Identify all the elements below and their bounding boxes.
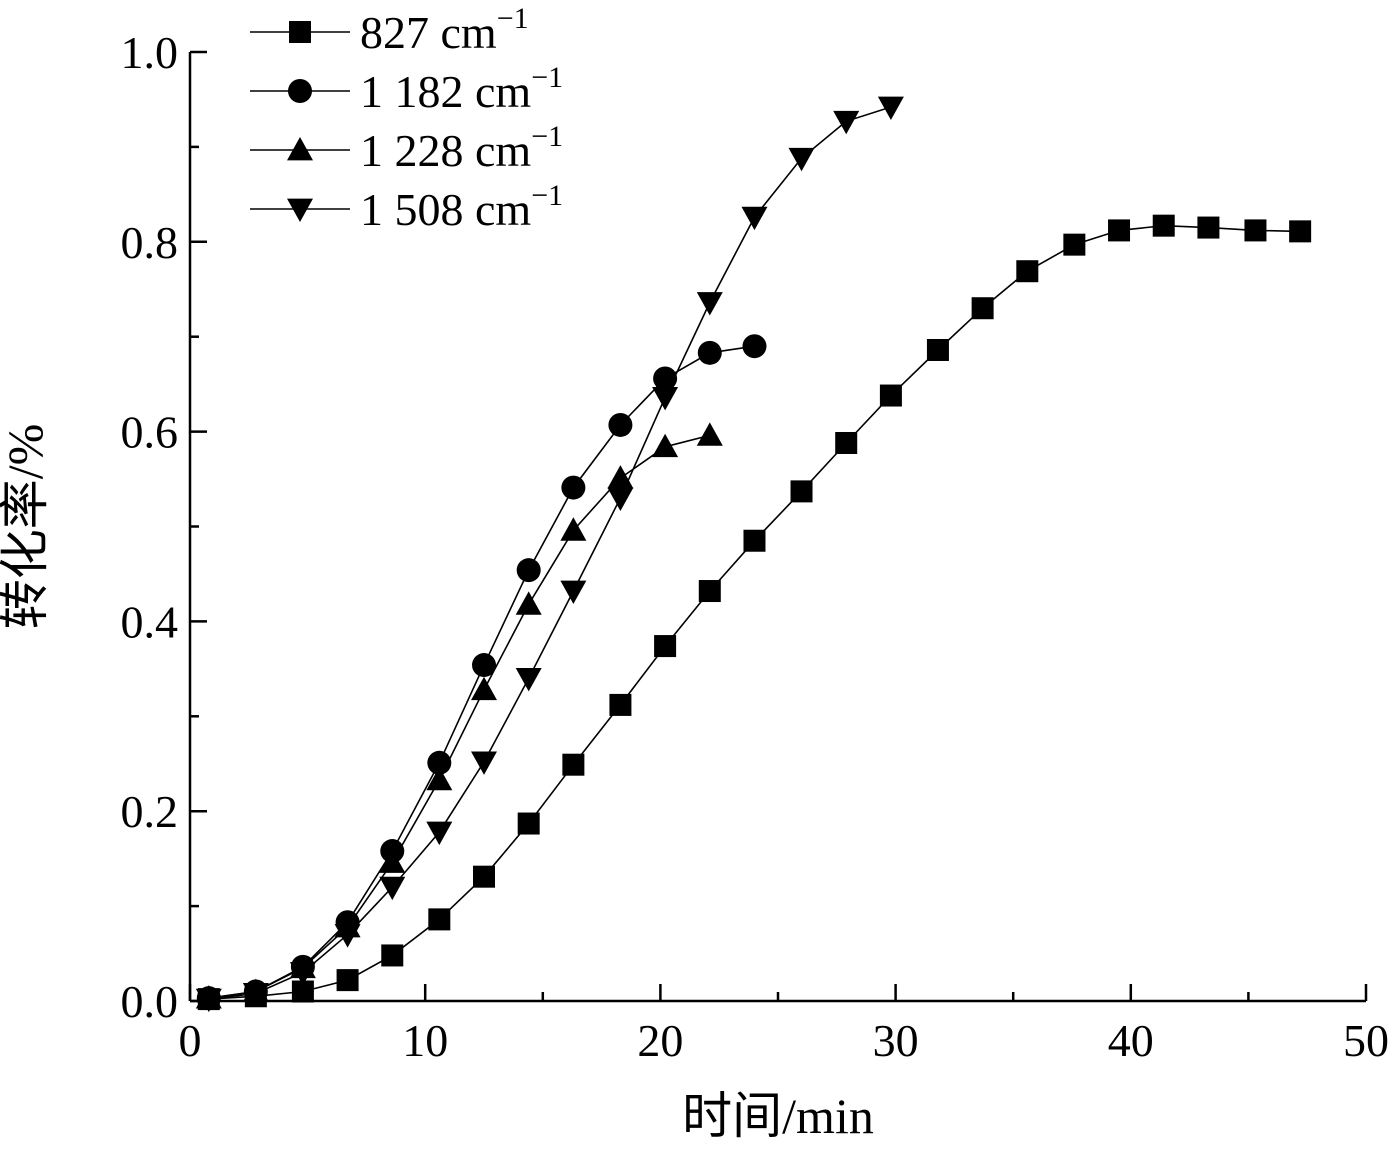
x-tick-label: 40	[1108, 1015, 1154, 1066]
data-point	[742, 334, 767, 359]
data-point	[516, 558, 541, 583]
data-point	[471, 676, 497, 701]
series-circle	[196, 334, 767, 1011]
data-point	[1108, 219, 1131, 242]
data-point	[877, 96, 904, 121]
legend-item: 827 cm−1	[250, 2, 529, 58]
series-square	[197, 214, 1312, 1011]
legend-label-superscript: −1	[497, 2, 529, 35]
data-point	[696, 292, 723, 316]
x-tick-label: 10	[402, 1015, 448, 1066]
data-point	[608, 412, 633, 437]
data-point	[1244, 219, 1267, 242]
data-point	[1152, 214, 1175, 237]
data-point	[561, 475, 586, 500]
y-tick-label: 0.6	[121, 407, 179, 458]
data-point	[609, 693, 632, 716]
data-point	[472, 653, 496, 678]
y-tick-label: 0.4	[121, 596, 179, 647]
data-point	[381, 944, 404, 967]
data-point	[743, 529, 766, 552]
data-point	[741, 206, 768, 231]
legend-item: 1 228 cm−1	[250, 120, 563, 176]
legend-label-superscript: −1	[531, 120, 563, 153]
x-axis-title: 时间/min	[682, 1088, 874, 1144]
data-point	[697, 340, 722, 365]
x-tick-label: 20	[637, 1015, 683, 1066]
data-point	[289, 962, 316, 986]
data-point	[879, 384, 902, 407]
legend-marker-triangle-down	[287, 198, 313, 222]
data-point	[195, 988, 222, 1013]
data-point	[926, 338, 949, 361]
x-tick-label: 0	[179, 1015, 202, 1066]
legend-label: 1 182 cm−1	[360, 61, 563, 117]
data-point	[698, 580, 721, 603]
data-point	[1063, 233, 1086, 256]
series-triangle-down	[195, 96, 904, 1013]
data-point	[426, 766, 453, 791]
y-axis-title: 转化率/%	[0, 424, 53, 630]
data-point	[517, 812, 540, 835]
y-tick-label: 0.2	[121, 786, 179, 837]
data-point	[971, 297, 994, 320]
y-tick-label: 0.8	[121, 217, 179, 268]
data-point	[652, 387, 679, 411]
data-point	[336, 969, 359, 992]
data-point	[560, 517, 587, 541]
legend-label: 1 508 cm−1	[360, 179, 563, 235]
legend-marker-triangle-up	[287, 137, 313, 161]
y-tick-label: 1.0	[121, 27, 179, 78]
legend-item: 1 182 cm−1	[250, 61, 563, 117]
data-point	[471, 751, 497, 775]
legend-item: 1 508 cm−1	[250, 179, 563, 235]
data-point	[652, 433, 679, 458]
series-triangle-up	[195, 422, 723, 1009]
data-point	[473, 865, 495, 888]
legend-label: 1 228 cm−1	[360, 120, 563, 176]
data-point	[607, 487, 634, 512]
series-line	[208, 106, 892, 1000]
legend-label: 827 cm−1	[360, 2, 529, 58]
data-point	[1197, 216, 1220, 239]
x-tick-label: 50	[1343, 1015, 1389, 1066]
data-point	[788, 147, 815, 172]
data-point	[835, 431, 858, 454]
legend-marker-square	[289, 21, 311, 43]
data-point	[426, 821, 453, 846]
legend-label-superscript: −1	[531, 179, 563, 212]
data-point	[291, 980, 314, 1003]
data-point	[428, 908, 451, 931]
data-point	[560, 580, 587, 605]
legend: 827 cm−11 182 cm−11 228 cm−11 508 cm−1	[250, 2, 563, 235]
data-point	[379, 849, 406, 873]
legend-label-superscript: −1	[531, 61, 563, 94]
data-point	[696, 422, 723, 446]
data-point	[515, 667, 542, 692]
data-point	[1289, 220, 1312, 243]
data-point	[833, 110, 860, 135]
data-point	[654, 635, 677, 658]
data-point	[379, 876, 406, 901]
data-point	[1016, 260, 1039, 283]
data-point	[242, 983, 269, 1007]
series-line	[208, 434, 710, 999]
series-layer	[195, 96, 1312, 1013]
axes: 0 10 20 30 40 50 0.0 0.2 0.4 0.6 0.8 1.0	[121, 27, 1390, 1066]
data-point	[790, 480, 813, 503]
y-tick-label: 0.0	[121, 976, 179, 1027]
data-point	[515, 591, 542, 615]
legend-marker-circle	[288, 79, 312, 103]
data-point	[562, 753, 585, 776]
x-tick-label: 30	[873, 1015, 919, 1066]
data-point	[334, 924, 361, 948]
